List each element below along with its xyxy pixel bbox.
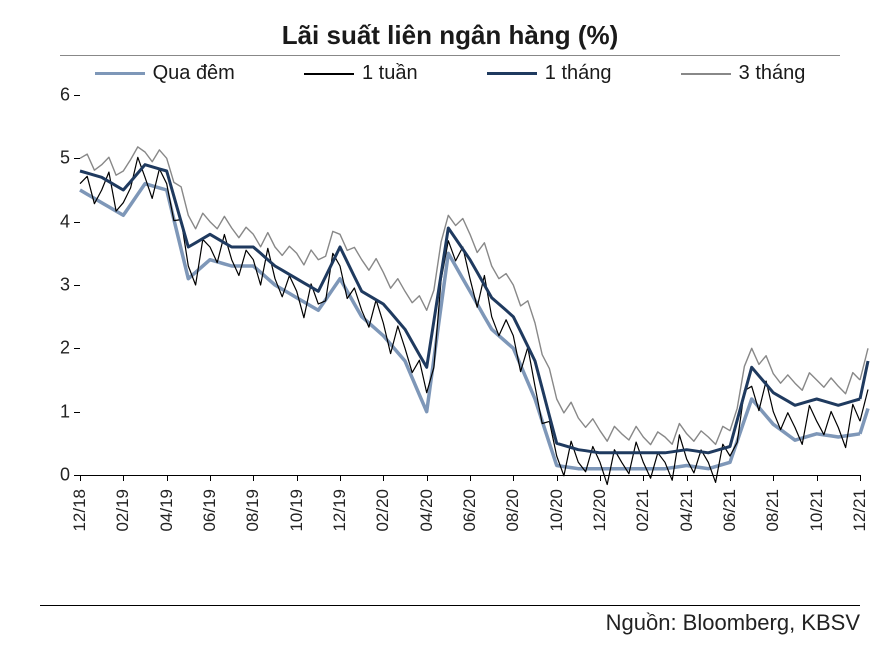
x-tick-mark [253,475,254,481]
legend-item: 3 tháng [681,62,806,85]
x-tick-label: 12/19 [330,489,350,532]
x-tick-mark [470,475,471,481]
chart-title: Lãi suất liên ngân hàng (%) [60,20,840,56]
x-tick-label: 08/20 [503,489,523,532]
y-tick-mark [74,95,80,96]
x-tick-mark [557,475,558,481]
legend-swatch [95,72,145,75]
legend-label: 3 tháng [739,62,806,85]
plot-area [80,95,860,476]
y-tick-mark [74,412,80,413]
y-tick-label: 0 [60,465,70,486]
x-tick-mark [167,475,168,481]
chart-area: 0123456 12/1802/1904/1906/1908/1910/1912… [40,95,860,525]
x-tick-mark [210,475,211,481]
x-tick-label: 02/19 [113,489,133,532]
x-tick-mark [80,475,81,481]
legend-label: 1 tuần [362,62,418,85]
x-tick-mark [730,475,731,481]
x-tick-mark [687,475,688,481]
y-tick-mark [74,158,80,159]
x-tick-label: 04/21 [677,489,697,532]
series-line [80,165,860,453]
legend: Qua đêm 1 tuần 1 tháng 3 tháng [60,62,840,85]
line-series [80,95,860,475]
x-tick-mark [383,475,384,481]
x-tick-label: 04/20 [417,489,437,532]
x-tick-label: 06/21 [720,489,740,532]
y-tick-mark [74,348,80,349]
x-axis: 12/1802/1904/1906/1908/1910/1912/1902/20… [80,479,860,539]
legend-label: 1 tháng [545,62,612,85]
x-tick-label: 12/18 [70,489,90,532]
series-tail [860,409,868,434]
y-axis: 0123456 [40,95,76,475]
x-tick-mark [773,475,774,481]
y-tick-mark [74,222,80,223]
legend-swatch [681,73,731,75]
y-tick-label: 3 [60,275,70,296]
x-tick-mark [427,475,428,481]
y-tick-label: 2 [60,338,70,359]
legend-swatch [487,72,537,75]
y-tick-label: 1 [60,401,70,422]
x-tick-label: 12/21 [850,489,870,532]
y-tick-mark [74,285,80,286]
y-tick-label: 6 [60,85,70,106]
x-tick-mark [600,475,601,481]
legend-swatch [304,73,354,75]
y-tick-label: 4 [60,211,70,232]
legend-item: 1 tháng [487,62,612,85]
x-tick-mark [513,475,514,481]
x-tick-label: 10/20 [547,489,567,532]
x-tick-label: 08/21 [763,489,783,532]
x-tick-label: 10/21 [807,489,827,532]
x-tick-mark [340,475,341,481]
x-tick-label: 02/21 [633,489,653,532]
legend-item: Qua đêm [95,62,235,85]
x-tick-mark [123,475,124,481]
legend-label: Qua đêm [153,62,235,85]
x-tick-mark [643,475,644,481]
x-tick-label: 06/19 [200,489,220,532]
y-tick-label: 5 [60,148,70,169]
x-tick-label: 04/19 [157,489,177,532]
x-tick-mark [860,475,861,481]
x-tick-mark [297,475,298,481]
series-line [80,157,860,484]
x-tick-label: 12/20 [590,489,610,532]
x-tick-label: 06/20 [460,489,480,532]
legend-item: 1 tuần [304,62,418,85]
x-tick-mark [817,475,818,481]
x-tick-label: 08/19 [243,489,263,532]
source-attribution: Nguồn: Bloomberg, KBSV [40,605,860,636]
x-tick-label: 10/19 [287,489,307,532]
x-tick-label: 02/20 [373,489,393,532]
